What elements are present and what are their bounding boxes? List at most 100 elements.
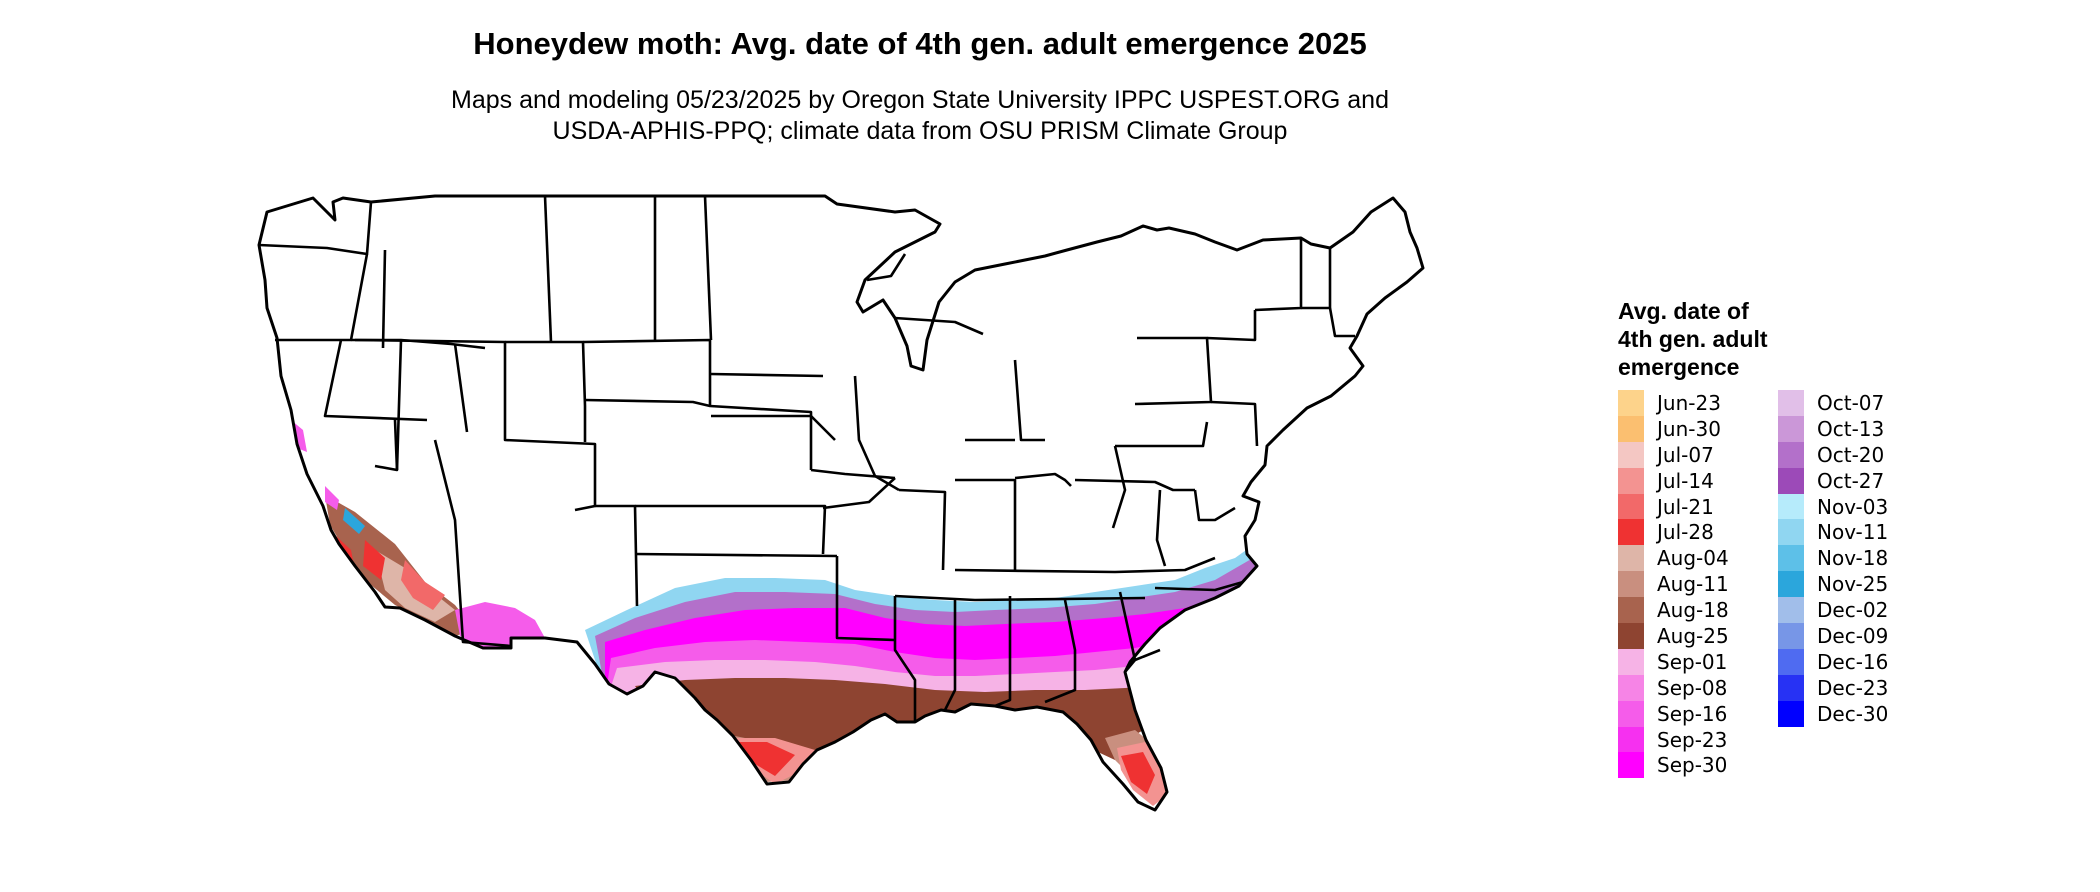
legend-item: Sep-01 — [1618, 648, 1729, 675]
state-border — [943, 600, 957, 711]
legend-item: Aug-18 — [1618, 597, 1729, 624]
legend-label: Aug-04 — [1657, 546, 1729, 571]
emergence-zone — [291, 420, 545, 648]
legend-swatch — [1618, 726, 1644, 753]
state-border — [275, 253, 369, 342]
legend-item: Dec-23 — [1778, 674, 1889, 701]
state-border — [994, 596, 1012, 708]
emergence-date-fills — [291, 420, 1267, 806]
legend-label: Dec-23 — [1817, 675, 1889, 700]
legend-swatch — [1778, 571, 1804, 598]
state-border — [433, 439, 512, 648]
legend-swatch — [1778, 623, 1804, 649]
state-border — [1154, 580, 1244, 592]
state-border — [1301, 248, 1332, 310]
legend-item: Jul-07 — [1618, 441, 1729, 468]
state-border — [258, 201, 373, 256]
map-title: Honeydew moth: Avg. date of 4th gen. adu… — [473, 26, 1367, 61]
legend-label: Jul-14 — [1657, 468, 1714, 493]
legend-label: Nov-03 — [1817, 494, 1889, 519]
legend-item: Sep-16 — [1618, 700, 1729, 727]
legend-swatch — [1778, 441, 1804, 468]
legend-title-line-2: 4th gen. adult — [1618, 326, 1768, 352]
us-outline — [257, 194, 1425, 812]
state-boundaries — [258, 195, 1355, 722]
state-border — [703, 195, 713, 341]
legend-swatch — [1778, 648, 1804, 675]
emergence-zone — [335, 535, 385, 580]
state-border — [1044, 599, 1077, 704]
legend-item: Oct-07 — [1778, 390, 1888, 416]
legend-item: Jul-14 — [1618, 467, 1729, 494]
legend-swatch — [1778, 467, 1804, 494]
state-border — [1074, 478, 1195, 492]
state-border — [635, 504, 827, 555]
country-outline — [257, 194, 1425, 812]
legend-swatch — [1778, 493, 1804, 520]
state-border — [1254, 238, 1303, 312]
state-border — [582, 338, 813, 470]
legend-item: Dec-16 — [1778, 648, 1889, 675]
legend-label: Jul-28 — [1657, 520, 1714, 545]
legend-label: Jun-23 — [1657, 390, 1721, 415]
state-border — [898, 488, 947, 571]
legend-swatch — [1778, 390, 1804, 416]
legend-item: Jun-30 — [1618, 415, 1729, 442]
state-border — [1210, 400, 1259, 447]
state-border — [1134, 648, 1161, 662]
legend-label: Nov-11 — [1817, 520, 1889, 545]
legend-item: Dec-02 — [1778, 597, 1889, 624]
state-border — [453, 343, 469, 433]
legend-label: Oct-20 — [1817, 442, 1885, 467]
state-border — [1328, 307, 1355, 338]
state-border — [894, 594, 1146, 602]
legend-item: Jul-21 — [1618, 493, 1729, 520]
legend-swatch — [1618, 752, 1644, 779]
legend-label: Dec-16 — [1817, 649, 1889, 674]
legend-item: Aug-04 — [1618, 545, 1729, 572]
legend-item: Aug-11 — [1618, 571, 1729, 598]
state-border — [1014, 472, 1072, 487]
legend-column-2: Oct-07 Oct-13 Oct-20 Oct-27 Nov-03 Nov-11 Nov-… — [1778, 390, 1888, 727]
legend-swatch — [1618, 648, 1644, 675]
state-border — [381, 249, 387, 349]
state-border — [1111, 445, 1127, 529]
legend-column-1: Jun-23 Jun-30 Jul-07 Jul-14 Jul-21 Jul-28 Aug-… — [1618, 390, 1729, 779]
legend-swatch — [1778, 674, 1804, 701]
state-border — [1013, 359, 1045, 442]
legend-item: Sep-23 — [1618, 726, 1729, 753]
state-border — [866, 253, 907, 282]
legend-title: Avg. date of 4th gen. adult emergence — [1618, 297, 1878, 381]
state-border — [543, 195, 553, 343]
state-border — [1134, 336, 1213, 406]
legend-item: Oct-27 — [1778, 467, 1888, 494]
legend-title-line-3: emergence — [1618, 354, 1740, 380]
state-border — [853, 375, 900, 492]
legend-swatch — [1618, 623, 1644, 649]
legend-item: Oct-13 — [1778, 415, 1888, 442]
emergence-zone — [343, 508, 365, 534]
legend-swatch — [1618, 571, 1644, 598]
legend-swatch — [1778, 545, 1804, 572]
legend-swatch — [1618, 700, 1644, 727]
state-border — [1206, 310, 1257, 342]
legend-swatch — [1618, 415, 1644, 442]
legend-label: Nov-25 — [1817, 572, 1889, 597]
state-border — [595, 504, 639, 607]
legend-item: Nov-03 — [1778, 493, 1889, 520]
legend-label: Dec-09 — [1817, 623, 1889, 648]
legend-item: Sep-30 — [1618, 752, 1729, 779]
legend-item: Nov-11 — [1778, 519, 1889, 546]
legend-swatch — [1618, 441, 1644, 468]
legend-title-line-1: Avg. date of — [1618, 298, 1749, 324]
legend-swatch — [1618, 390, 1644, 416]
legend-item: Nov-25 — [1778, 571, 1889, 598]
legend-label: Aug-18 — [1657, 598, 1729, 623]
legend-label: Dec-02 — [1817, 598, 1889, 623]
state-border — [1115, 421, 1209, 448]
legend-swatch — [1618, 674, 1644, 701]
legend-item: Jun-23 — [1618, 390, 1729, 416]
us-emergence-map — [257, 194, 1425, 812]
legend-item: Nov-18 — [1778, 545, 1888, 572]
state-border — [505, 340, 587, 442]
